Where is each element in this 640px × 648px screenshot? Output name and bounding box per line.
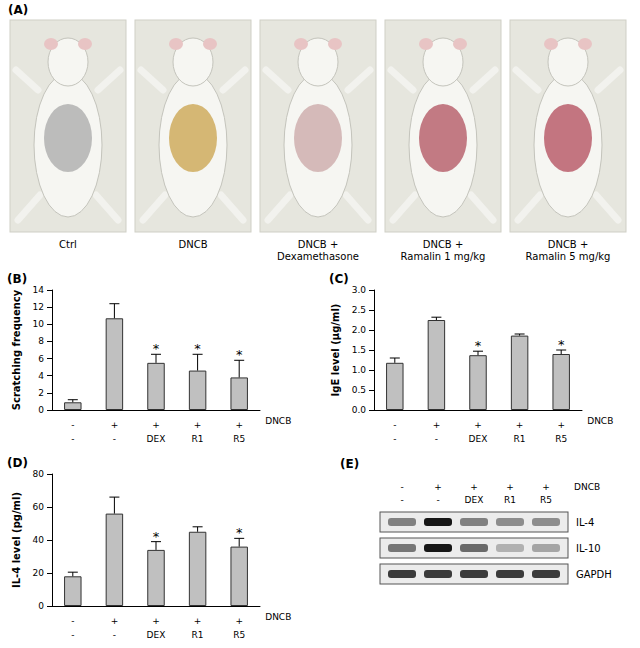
- svg-text:DNCB: DNCB: [265, 416, 291, 426]
- svg-text:*: *: [153, 341, 160, 356]
- svg-text:+: +: [557, 420, 565, 430]
- svg-text:DNCB: DNCB: [265, 612, 291, 622]
- svg-text:0.0: 0.0: [352, 405, 367, 415]
- svg-text:--: --: [400, 482, 403, 505]
- svg-text:DNCB: DNCB: [574, 482, 600, 492]
- svg-text:+-: +-: [434, 482, 442, 505]
- svg-text:*: *: [194, 341, 201, 356]
- svg-text:+: +: [152, 616, 160, 626]
- svg-text:DNCB +Ramalin 5 mg/kg: DNCB +Ramalin 5 mg/kg: [526, 239, 611, 262]
- svg-text:IL-10: IL-10: [576, 543, 601, 554]
- svg-text:+DEX: +DEX: [465, 482, 484, 505]
- svg-text:R1: R1: [192, 434, 204, 444]
- svg-text:-: -: [393, 434, 396, 444]
- svg-text:-: -: [393, 420, 396, 430]
- svg-text:+: +: [194, 420, 202, 430]
- svg-text:GAPDH: GAPDH: [576, 569, 612, 580]
- svg-text:Scratching frequency: Scratching frequency: [11, 289, 22, 410]
- svg-text:+: +: [433, 420, 441, 430]
- svg-text:+: +: [152, 420, 160, 430]
- svg-text:8: 8: [38, 336, 44, 346]
- svg-text:*: *: [475, 338, 482, 353]
- svg-text:6: 6: [38, 354, 44, 364]
- svg-text:1.0: 1.0: [352, 365, 367, 375]
- svg-text:14: 14: [33, 285, 45, 295]
- svg-text:-: -: [113, 630, 116, 640]
- svg-text:2.5: 2.5: [352, 305, 366, 315]
- svg-text:-: -: [71, 630, 74, 640]
- svg-text:+: +: [111, 616, 119, 626]
- svg-text:IgE level (μg/ml): IgE level (μg/ml): [330, 304, 341, 397]
- svg-text:Ctrl: Ctrl: [59, 239, 77, 250]
- svg-text:*: *: [236, 347, 243, 362]
- svg-text:0.5: 0.5: [352, 385, 366, 395]
- svg-text:+: +: [474, 420, 482, 430]
- svg-text:3.0: 3.0: [352, 285, 367, 295]
- svg-text:2.0: 2.0: [352, 325, 367, 335]
- svg-text:2: 2: [38, 388, 44, 398]
- svg-text:R1: R1: [514, 434, 526, 444]
- svg-text:12: 12: [33, 302, 44, 312]
- svg-text:10: 10: [33, 319, 45, 329]
- svg-text:+: +: [111, 420, 119, 430]
- svg-text:R1: R1: [192, 630, 204, 640]
- svg-text:0: 0: [38, 601, 44, 611]
- svg-text:1.5: 1.5: [352, 345, 366, 355]
- svg-text:-: -: [435, 434, 438, 444]
- svg-text:4: 4: [38, 371, 44, 381]
- svg-text:+: +: [235, 616, 243, 626]
- svg-text:(A): (A): [8, 3, 28, 17]
- svg-text:-: -: [71, 434, 74, 444]
- svg-text:R5: R5: [555, 434, 567, 444]
- svg-text:-: -: [71, 616, 74, 626]
- svg-text:DEX: DEX: [147, 630, 166, 640]
- svg-text:*: *: [236, 525, 243, 540]
- svg-text:DEX: DEX: [147, 434, 166, 444]
- svg-text:DNCB +Ramalin 1 mg/kg: DNCB +Ramalin 1 mg/kg: [401, 239, 486, 262]
- svg-text:(C): (C): [329, 272, 349, 286]
- svg-text:DNCB +Dexamethasone: DNCB +Dexamethasone: [277, 239, 359, 262]
- svg-text:80: 80: [33, 469, 45, 479]
- svg-text:DEX: DEX: [469, 434, 488, 444]
- svg-text:(E): (E): [340, 457, 359, 471]
- svg-text:-: -: [113, 434, 116, 444]
- svg-text:R5: R5: [233, 630, 245, 640]
- svg-text:(D): (D): [7, 456, 28, 470]
- svg-text:+: +: [235, 420, 243, 430]
- svg-text:IL-4: IL-4: [576, 517, 594, 528]
- svg-text:*: *: [153, 529, 160, 544]
- svg-text:DNCB: DNCB: [178, 239, 207, 250]
- svg-text:+: +: [194, 616, 202, 626]
- svg-text:R5: R5: [233, 434, 245, 444]
- svg-text:20: 20: [33, 568, 45, 578]
- svg-text:(B): (B): [7, 272, 27, 286]
- svg-text:0: 0: [38, 405, 44, 415]
- svg-text:IL-4 level (pg/ml): IL-4 level (pg/ml): [11, 492, 22, 588]
- svg-text:DNCB: DNCB: [587, 416, 613, 426]
- svg-text:+R5: +R5: [540, 482, 552, 505]
- svg-text:60: 60: [33, 502, 45, 512]
- svg-text:+R1: +R1: [504, 482, 516, 505]
- svg-text:-: -: [71, 420, 74, 430]
- svg-text:40: 40: [33, 535, 45, 545]
- svg-text:+: +: [516, 420, 524, 430]
- svg-text:*: *: [558, 337, 565, 352]
